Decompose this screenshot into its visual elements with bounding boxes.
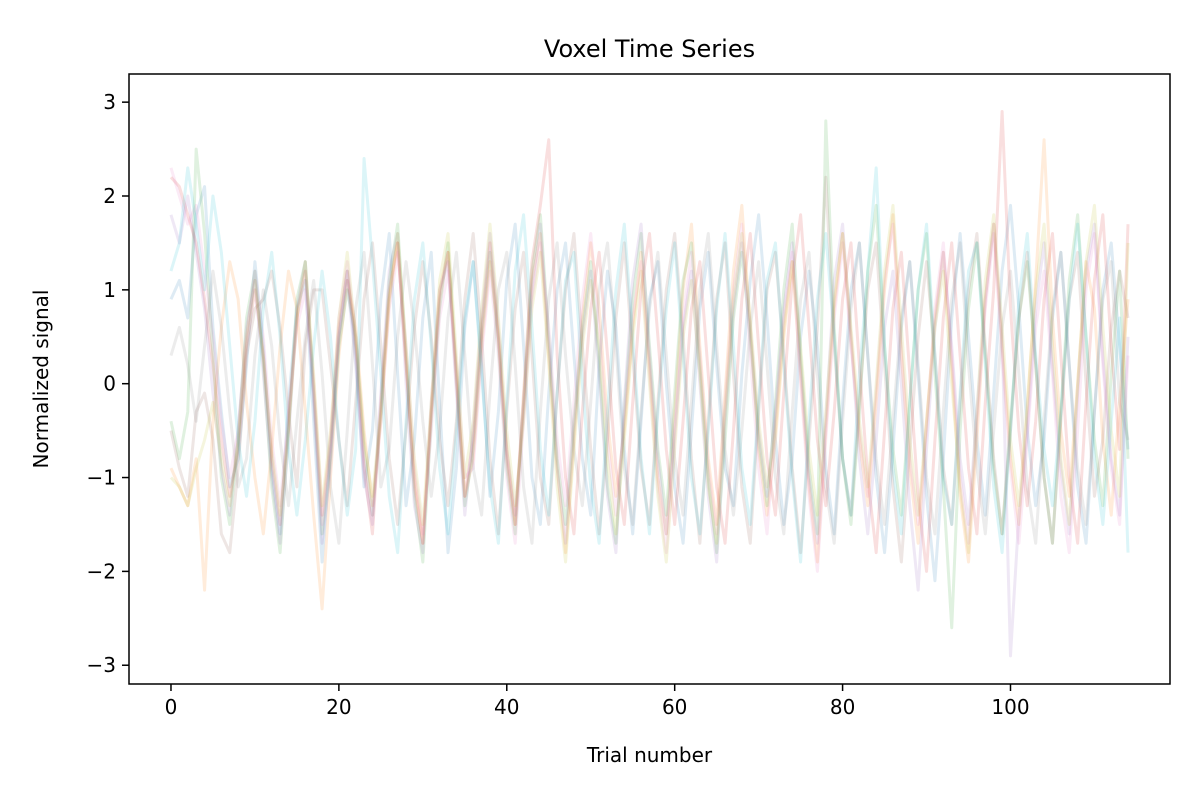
x-tick-label: 40 bbox=[494, 695, 519, 719]
y-tick-label: −3 bbox=[87, 653, 116, 677]
x-axis-ticks: 0 20 40 60 80 100 bbox=[165, 684, 1030, 719]
series-lines bbox=[169, 110, 1130, 658]
chart-title: Voxel Time Series bbox=[544, 35, 755, 63]
x-tick-label: 0 bbox=[165, 695, 178, 719]
y-tick-label: 1 bbox=[103, 278, 116, 302]
y-tick-label: −1 bbox=[87, 466, 116, 490]
series-line-7 bbox=[169, 167, 1130, 573]
series-line-3 bbox=[169, 119, 1130, 630]
series-line-2 bbox=[169, 138, 1130, 611]
y-tick-label: −2 bbox=[87, 559, 116, 583]
y-axis-ticks: −3 −2 −1 0 1 2 3 bbox=[87, 90, 129, 677]
series-line-9 bbox=[169, 203, 1130, 564]
series-line-6 bbox=[169, 175, 1130, 564]
x-axis-label: Trial number bbox=[586, 743, 713, 767]
x-tick-label: 80 bbox=[830, 695, 855, 719]
x-tick-label: 60 bbox=[662, 695, 687, 719]
x-tick-label: 100 bbox=[991, 695, 1029, 719]
series-line-8 bbox=[169, 232, 1130, 545]
x-tick-label: 20 bbox=[326, 695, 351, 719]
y-axis-label: Normalized signal bbox=[29, 290, 53, 469]
series-line-10 bbox=[169, 156, 1130, 564]
series-line-4 bbox=[169, 110, 1130, 573]
plot-frame bbox=[128, 73, 1171, 685]
y-tick-label: 0 bbox=[103, 372, 116, 396]
series-line-1 bbox=[169, 185, 1130, 583]
series-line-5 bbox=[169, 194, 1130, 658]
y-tick-label: 3 bbox=[103, 90, 116, 114]
y-tick-label: 2 bbox=[103, 184, 116, 208]
